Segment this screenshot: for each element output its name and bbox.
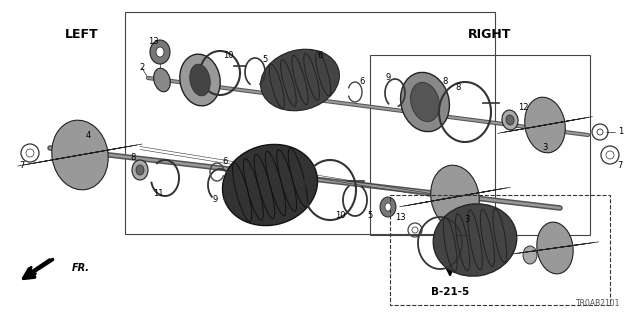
Ellipse shape [401,72,449,132]
Text: RIGHT: RIGHT [468,28,512,41]
Ellipse shape [132,160,148,180]
Text: 11: 11 [153,188,163,197]
Ellipse shape [525,97,565,153]
Text: 6: 6 [222,157,228,166]
Text: 6: 6 [359,77,365,86]
Ellipse shape [180,54,220,106]
Text: TR0AB2101: TR0AB2101 [575,299,620,308]
Text: 8: 8 [131,154,136,163]
Ellipse shape [223,144,317,226]
Text: 3: 3 [542,143,548,153]
Text: B-21-5: B-21-5 [431,287,469,297]
Text: 8: 8 [442,77,448,86]
Bar [125,12,495,234]
Text: LEFT: LEFT [65,28,99,41]
Text: 8: 8 [455,84,461,92]
Text: 10: 10 [335,211,345,220]
Text: 4: 4 [85,131,91,140]
Text: 2: 2 [140,63,145,73]
Ellipse shape [136,165,144,175]
Ellipse shape [433,204,517,276]
Ellipse shape [506,115,514,125]
Ellipse shape [523,246,537,264]
Text: 10: 10 [223,51,233,60]
Ellipse shape [154,68,170,92]
Text: 7: 7 [618,161,623,170]
Ellipse shape [190,64,210,96]
Text: 13: 13 [395,213,405,222]
Ellipse shape [431,165,479,229]
Text: 6: 6 [317,51,323,60]
Text: 9: 9 [385,74,390,83]
Ellipse shape [52,120,108,190]
Text: 1: 1 [618,127,623,137]
Bar [390,195,610,305]
Text: 13: 13 [148,37,158,46]
Text: FR.: FR. [72,263,90,273]
Ellipse shape [380,197,396,217]
Ellipse shape [502,110,518,130]
Text: 5: 5 [367,211,372,220]
Ellipse shape [156,47,164,57]
Ellipse shape [537,222,573,274]
Text: 3: 3 [464,215,470,225]
Text: 7: 7 [19,161,25,170]
Bar [370,55,590,235]
Ellipse shape [260,49,339,111]
Ellipse shape [150,40,170,64]
Text: 12: 12 [518,103,528,113]
Ellipse shape [410,82,440,122]
Text: 9: 9 [212,196,218,204]
Text: 5: 5 [262,55,268,65]
Ellipse shape [385,203,391,211]
